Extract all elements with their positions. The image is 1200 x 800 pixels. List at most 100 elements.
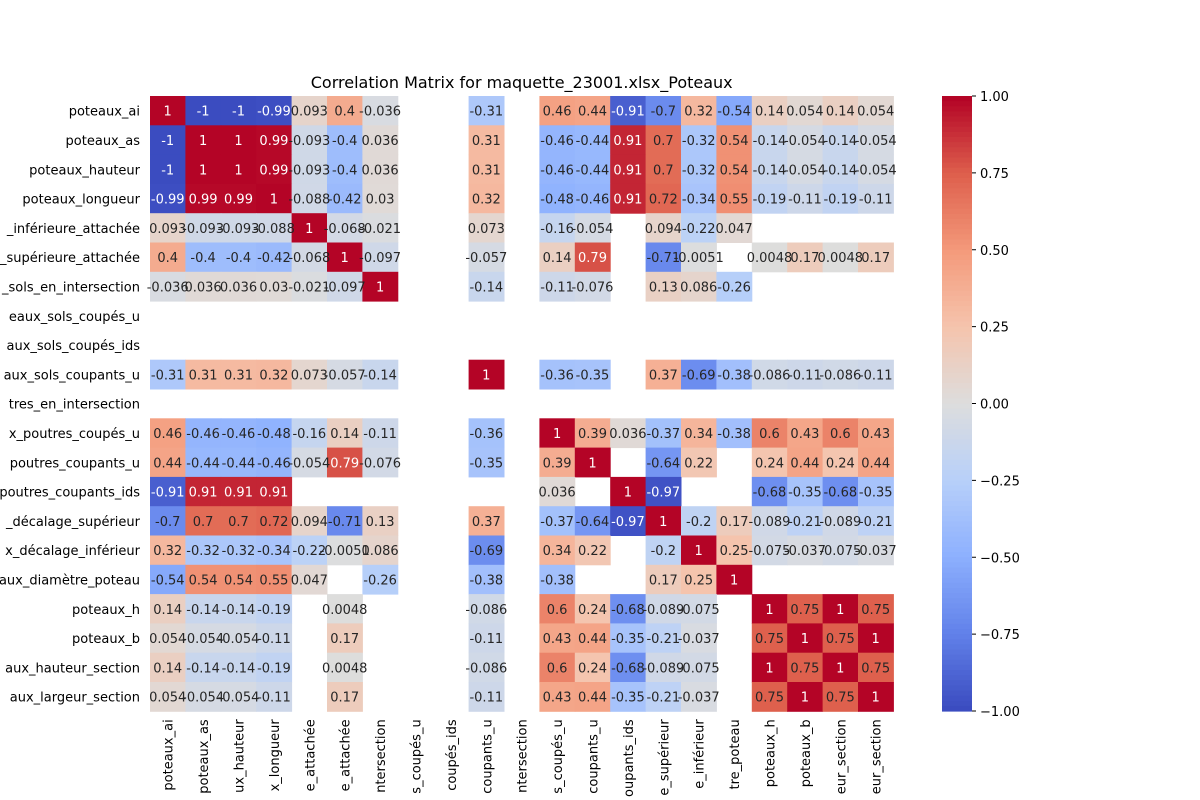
heatmap-cell (858, 476, 894, 507)
cell-annotation: -0.42 (257, 251, 291, 266)
heatmap-cell (327, 154, 363, 185)
heatmap-cell (468, 96, 505, 126)
heatmap-cell (468, 213, 505, 243)
cell-annotation: 0.14 (543, 251, 572, 266)
colorbar-tick-label: −0.75 (980, 628, 1020, 643)
heatmap-cell (291, 418, 328, 449)
cell-annotation: -0.16 (292, 427, 326, 442)
cell-annotation: -0.037 (678, 691, 720, 706)
colorbar-segment (942, 654, 972, 661)
cell-annotation: -0.97 (646, 486, 680, 501)
cell-annotation: 0.34 (684, 427, 713, 442)
heatmap-cell (858, 96, 894, 126)
heatmap-cell (185, 564, 222, 595)
cell-annotation: 1 (376, 280, 384, 295)
x-tick-label: poteaux_as (197, 719, 212, 794)
heatmap-cell (574, 213, 611, 243)
cell-annotation: 0.75 (755, 632, 784, 647)
heatmap-cell (256, 476, 293, 507)
heatmap-cell (751, 183, 788, 214)
cell-annotation: 0.44 (790, 456, 819, 471)
cell-annotation: -0.68 (611, 603, 645, 618)
heatmap-cell (645, 594, 682, 624)
heatmap-cell (574, 623, 611, 654)
cell-annotation: -0.086 (819, 368, 861, 383)
cell-annotation: 0.31 (472, 163, 501, 178)
heatmap-cell (681, 682, 717, 712)
colorbar-segment (942, 659, 972, 666)
heatmap-cell (150, 359, 186, 390)
cell-annotation: -0.31 (469, 105, 503, 120)
cell-annotation: 0.79 (330, 456, 359, 471)
heatmap-cell (787, 506, 824, 536)
cell-annotation: -0.4 (332, 163, 357, 178)
cell-annotation: -0.037 (855, 544, 897, 559)
heatmap-cell (362, 213, 399, 243)
cell-annotation: 1 (872, 691, 880, 706)
colorbar-segment (942, 362, 972, 369)
heatmap-cell (751, 506, 788, 536)
colorbar-segment (942, 321, 972, 328)
x-tick-label: x_longueur (268, 719, 283, 792)
heatmap-cell (539, 213, 576, 243)
colorbar-segment (942, 413, 972, 420)
heatmap-cells (150, 96, 894, 712)
cell-annotation: -0.54 (151, 573, 185, 588)
y-tick-label: aux_sols_coupés_ids (6, 339, 140, 354)
cell-annotation: 0.44 (578, 632, 607, 647)
cell-annotation: 0.72 (649, 193, 678, 208)
colorbar-segment (942, 475, 972, 481)
colorbar-segment (942, 685, 972, 692)
cell-annotation: -0.44 (576, 134, 610, 149)
heatmap-cell (822, 682, 859, 712)
cell-annotation: 0.99 (224, 193, 253, 208)
heatmap-cell (291, 242, 328, 273)
cell-annotation: -0.093 (288, 134, 330, 149)
colorbar-segment (942, 526, 972, 533)
colorbar-segment (942, 198, 972, 205)
cell-annotation: 0.75 (755, 691, 784, 706)
colorbar-segment (942, 383, 972, 389)
heatmap-cell (185, 594, 222, 624)
cell-annotation: 0.32 (259, 368, 288, 383)
heatmap-cell (787, 359, 824, 390)
heatmap-cell (858, 652, 894, 683)
heatmap-cell (468, 682, 505, 712)
colorbar-segment (942, 444, 972, 451)
cell-annotation: 1 (765, 661, 773, 676)
cell-annotation: -0.14 (222, 603, 256, 618)
heatmap-cell (150, 154, 186, 185)
cell-annotation: 0.036 (361, 163, 398, 178)
heatmap-cell (751, 418, 788, 449)
cell-annotation: -0.4 (332, 134, 357, 149)
colorbar-segment (942, 506, 972, 512)
colorbar-segment (942, 357, 972, 364)
cell-annotation: 0.7 (653, 134, 674, 149)
heatmap-cell (681, 594, 717, 624)
cell-annotation: 0.22 (578, 544, 607, 559)
cell-annotation: -0.0051 (674, 251, 724, 266)
x-tick-label: oupants_ids (622, 719, 637, 797)
heatmap-cell (185, 418, 222, 449)
heatmap-cell (220, 418, 257, 449)
heatmap-cell (574, 682, 611, 712)
heatmap-cell (220, 506, 257, 536)
cell-annotation: 0.22 (684, 456, 713, 471)
colorbar-segment (942, 234, 972, 241)
cell-annotation: 0.54 (720, 163, 749, 178)
cell-annotation: -0.054 (182, 691, 224, 706)
cell-annotation: -0.26 (363, 573, 397, 588)
heatmap-cell (220, 594, 257, 624)
colorbar-segment (942, 372, 972, 379)
x-tick-label: ntersection (516, 719, 531, 793)
colorbar-segment (942, 577, 972, 584)
heatmap-cell (787, 183, 824, 214)
heatmap-cell (574, 506, 611, 536)
cell-annotation: 0.073 (291, 368, 328, 383)
colorbar-segment (942, 157, 972, 164)
cell-annotation: 1 (234, 134, 242, 149)
heatmap-cell (610, 418, 647, 449)
cell-annotation: -0.68 (753, 486, 787, 501)
heatmap-cell (539, 418, 576, 449)
cell-annotation: 0.073 (468, 222, 505, 237)
